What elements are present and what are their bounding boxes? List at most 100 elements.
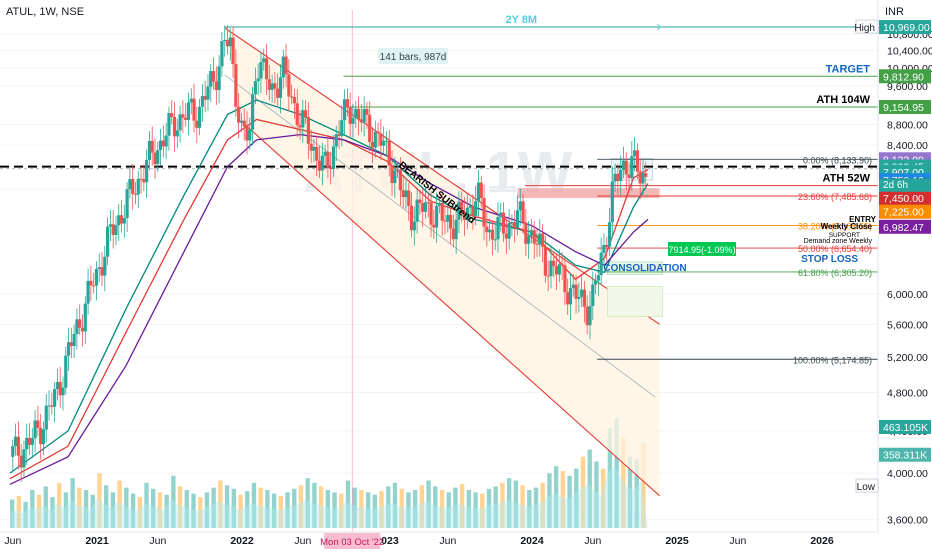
candle-body [607, 222, 612, 247]
candle-body [546, 275, 550, 277]
candle-body [223, 39, 227, 42]
price-tag-label: 9,154.95 [883, 102, 924, 114]
volume-bar [325, 489, 331, 528]
volume-ma-area [10, 466, 648, 528]
axis-note-bg [855, 478, 879, 493]
volume-bar [117, 480, 122, 528]
candle-body [409, 205, 414, 231]
candle-body [184, 117, 188, 120]
time-tick: 2023 [375, 535, 399, 547]
candle-body [454, 219, 458, 240]
candle-body [560, 264, 564, 266]
volume-bar [607, 428, 613, 528]
time-tick: Jun [149, 535, 166, 547]
candle-body [156, 150, 160, 165]
price-tick: 5,200.00 [887, 352, 928, 364]
candle-body [203, 96, 207, 100]
candle-body [435, 205, 439, 228]
volume-bar [506, 478, 512, 528]
volume-bar [392, 482, 398, 528]
candle-body [108, 224, 112, 227]
candle-body [365, 108, 369, 115]
candle-body [518, 201, 522, 211]
candle-body [278, 77, 283, 98]
demand-zone [517, 188, 660, 199]
volume-bar [372, 494, 378, 528]
volume-bar [547, 473, 552, 528]
price-tick: 3,600.00 [887, 515, 928, 527]
countdown-bg [879, 178, 931, 192]
price-tag-bg [879, 20, 931, 35]
fib-label: 50.00% (6,654.40) [798, 244, 872, 254]
fib-label: 38.20% (7,003.55) [798, 221, 872, 231]
time-tick: 2026 [810, 535, 834, 547]
candle-body [239, 120, 244, 123]
candle-body [627, 174, 631, 178]
volume-bar [365, 492, 371, 528]
candle-body [585, 306, 589, 326]
candle-body [479, 182, 483, 198]
candle-body [22, 449, 26, 468]
candle-body [343, 99, 347, 121]
volume-bar [137, 497, 142, 528]
candle-body [407, 190, 411, 206]
candle-body [563, 265, 567, 293]
volume-bar [500, 482, 505, 528]
candle-body [644, 173, 648, 177]
volume-bar [278, 495, 283, 528]
price-tag-label: 7,450.00 [883, 193, 924, 205]
currency-label: INR [885, 6, 904, 18]
price-tick: 5,600.00 [887, 319, 928, 331]
candle-body [446, 214, 450, 222]
candle-body [568, 288, 573, 305]
candle-body [317, 160, 322, 171]
volume-bar [184, 489, 189, 528]
candle-body [66, 342, 71, 356]
candle-body [331, 146, 336, 169]
volume-bar [43, 486, 48, 528]
volume-bar [23, 501, 28, 528]
price-tick: 9,600.00 [887, 81, 928, 93]
volume-bar [144, 482, 149, 528]
price-tag-bg [879, 99, 931, 114]
candle-body [292, 96, 297, 104]
volume-bar [318, 486, 324, 528]
candle-body [253, 81, 257, 95]
candle-body [552, 260, 556, 266]
candle-body [529, 230, 534, 237]
candle-body [474, 201, 478, 216]
candle-body [566, 292, 570, 305]
candle-body [47, 405, 51, 407]
volume-bar [621, 437, 626, 528]
volume-bar [104, 485, 109, 528]
candle-body [504, 233, 508, 239]
candle-body [312, 146, 316, 151]
candle-body [281, 56, 285, 78]
candle-body [337, 134, 341, 137]
candle-body [284, 56, 288, 75]
volume-layer [10, 418, 648, 528]
fib-zone-light [607, 286, 663, 317]
candle-body [100, 267, 104, 276]
candle-body [499, 212, 503, 218]
candle-body [432, 224, 436, 228]
candle-body [139, 178, 143, 180]
volume-bar [614, 418, 619, 528]
volume-bar [446, 492, 451, 528]
candle-body [616, 173, 620, 181]
candle-body [290, 96, 294, 98]
candle-body [593, 280, 598, 285]
volume-bar [386, 486, 391, 528]
price-tag-bg [879, 204, 931, 219]
candle-body [242, 120, 246, 127]
price-tick: 10,400.00 [887, 46, 932, 58]
candle-body [320, 155, 324, 171]
candle-body [303, 110, 308, 118]
volume-bar [63, 492, 69, 528]
axis-note-bg [855, 19, 879, 34]
candle-body [490, 229, 495, 240]
candle-body [501, 212, 506, 234]
volume-bar [77, 487, 82, 528]
fib-label: 100.00% (5,174.85) [793, 355, 872, 365]
